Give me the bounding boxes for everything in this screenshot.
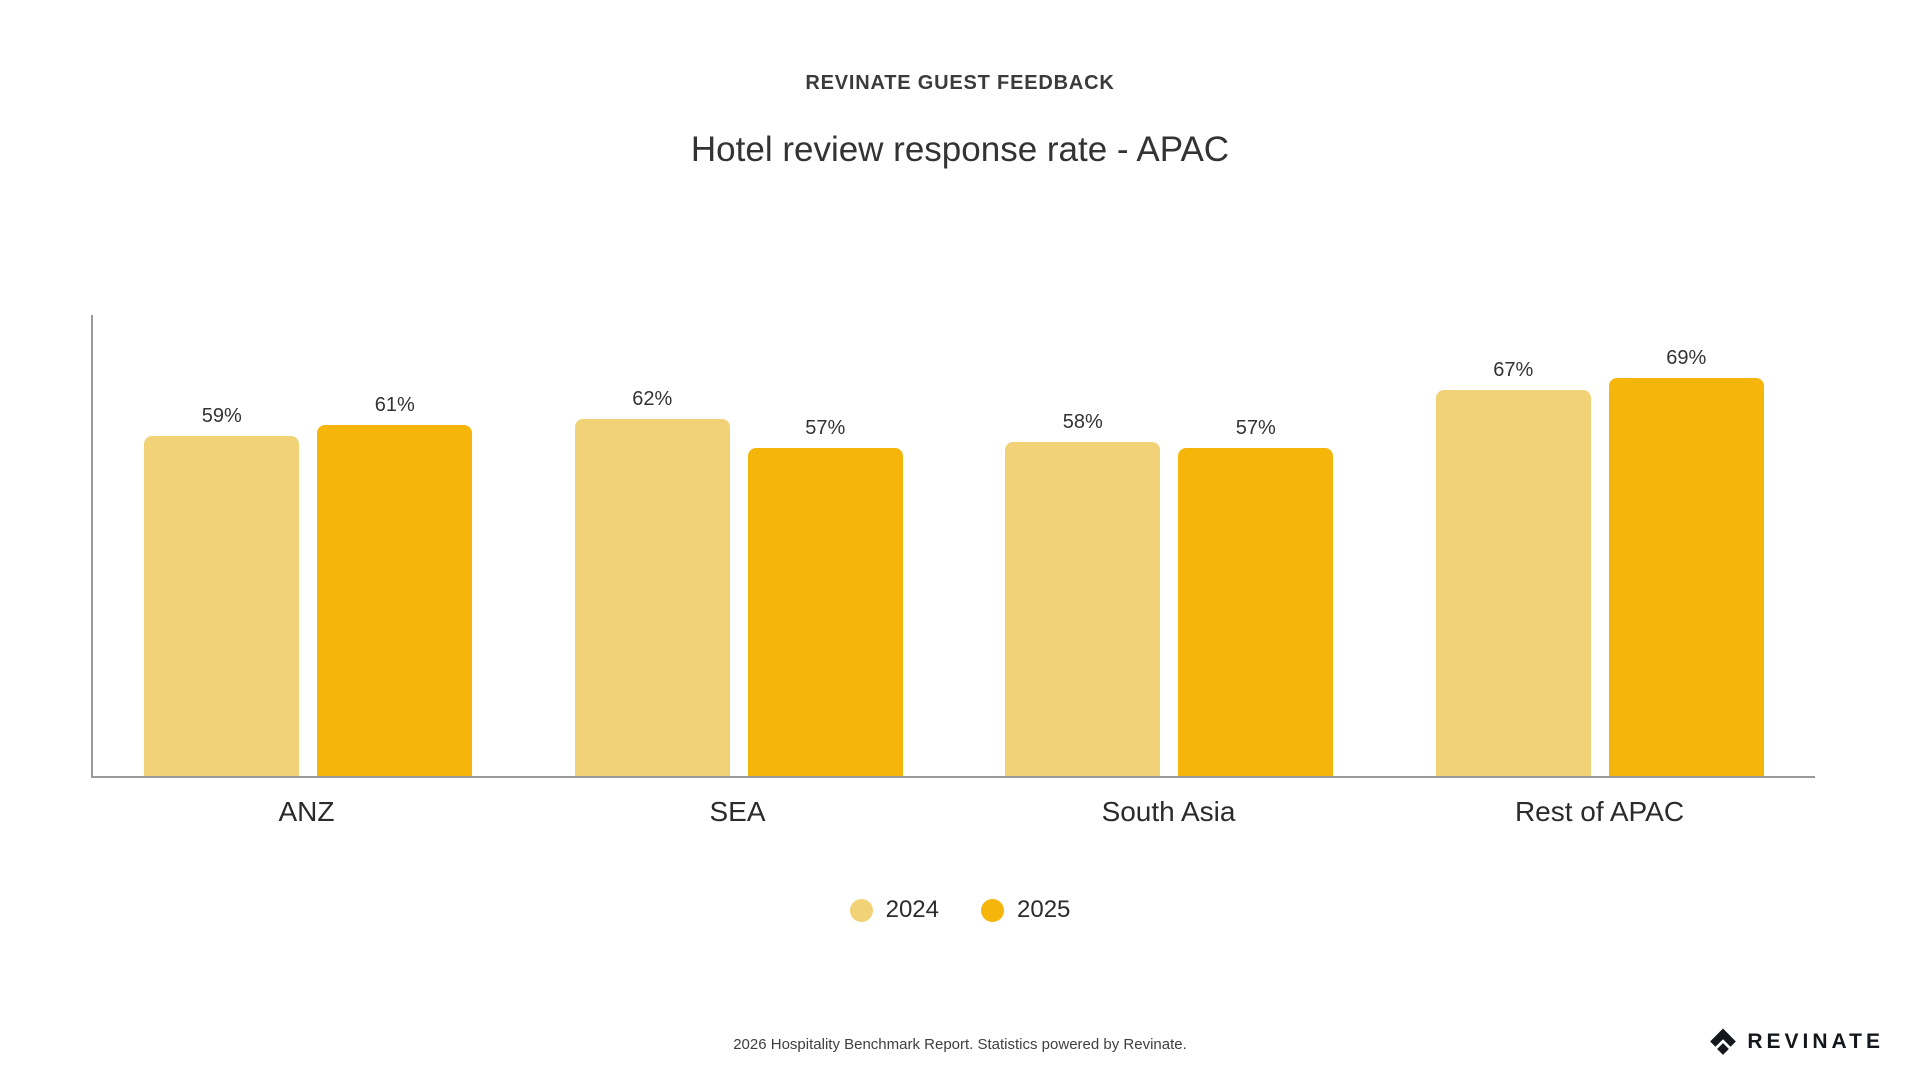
bar-value-label: 59% bbox=[201, 405, 242, 428]
page-title: Hotel review response rate - APAC bbox=[690, 130, 1230, 169]
category-label: SEA bbox=[709, 796, 766, 827]
bar-column: 58% bbox=[1005, 315, 1161, 776]
revinate-diamond-icon bbox=[1710, 1028, 1737, 1055]
bar-group: 58% 57% bbox=[954, 315, 1385, 776]
bar-2024 bbox=[574, 418, 730, 776]
plot-area: 59% 61% 62% 57% 58% 57% 67% 69% bbox=[91, 315, 1815, 778]
bar-2024 bbox=[1005, 441, 1161, 776]
bar-2024 bbox=[1435, 389, 1591, 776]
bar-column: 57% bbox=[747, 315, 903, 776]
brand-logo: REVINATE bbox=[1709, 1028, 1884, 1056]
bar-value-label: 57% bbox=[1235, 416, 1276, 439]
bar-column: 61% bbox=[317, 315, 473, 776]
bar-2025 bbox=[1608, 378, 1764, 776]
bar-2025 bbox=[1178, 447, 1334, 776]
legend-label: 2024 bbox=[885, 896, 939, 923]
bar-value-label: 61% bbox=[374, 393, 415, 416]
bar-2025 bbox=[747, 447, 903, 776]
bar-2024 bbox=[144, 436, 300, 776]
legend-dot-icon bbox=[981, 898, 1004, 922]
bar-column: 67% bbox=[1435, 315, 1591, 776]
bar-2025 bbox=[317, 424, 473, 776]
bar-group: 59% 61% bbox=[93, 315, 524, 776]
legend: 2024 2025 bbox=[0, 896, 1920, 924]
bar-value-label: 58% bbox=[1062, 410, 1103, 433]
legend-item-2025: 2025 bbox=[981, 896, 1070, 924]
bar-value-label: 69% bbox=[1666, 347, 1707, 370]
brand-name: REVINATE bbox=[1747, 1030, 1884, 1053]
category-label: Rest of APAC bbox=[1514, 796, 1685, 827]
bar-value-label: 62% bbox=[632, 387, 673, 410]
bar-value-label: 67% bbox=[1493, 358, 1534, 381]
legend-dot-icon bbox=[849, 898, 873, 922]
x-axis-labels: ANZ SEA South Asia Rest of APAC bbox=[91, 796, 1815, 828]
legend-label: 2025 bbox=[1017, 896, 1071, 923]
bar-column: 57% bbox=[1178, 315, 1334, 776]
bar-value-label: 57% bbox=[805, 416, 846, 439]
legend-item-2024: 2024 bbox=[849, 896, 939, 924]
bar-column: 69% bbox=[1608, 315, 1764, 776]
bar-column: 62% bbox=[574, 315, 730, 776]
bar-group: 62% 57% bbox=[524, 315, 955, 776]
category-label: South Asia bbox=[1101, 796, 1236, 827]
eyebrow-label: REVINATE GUEST FEEDBACK bbox=[805, 72, 1115, 94]
bar-group: 67% 69% bbox=[1385, 315, 1816, 776]
attribution-text: 2026 Hospitality Benchmark Report. Stati… bbox=[733, 1036, 1187, 1053]
category-label: ANZ bbox=[278, 796, 335, 827]
bar-column: 59% bbox=[144, 315, 300, 776]
